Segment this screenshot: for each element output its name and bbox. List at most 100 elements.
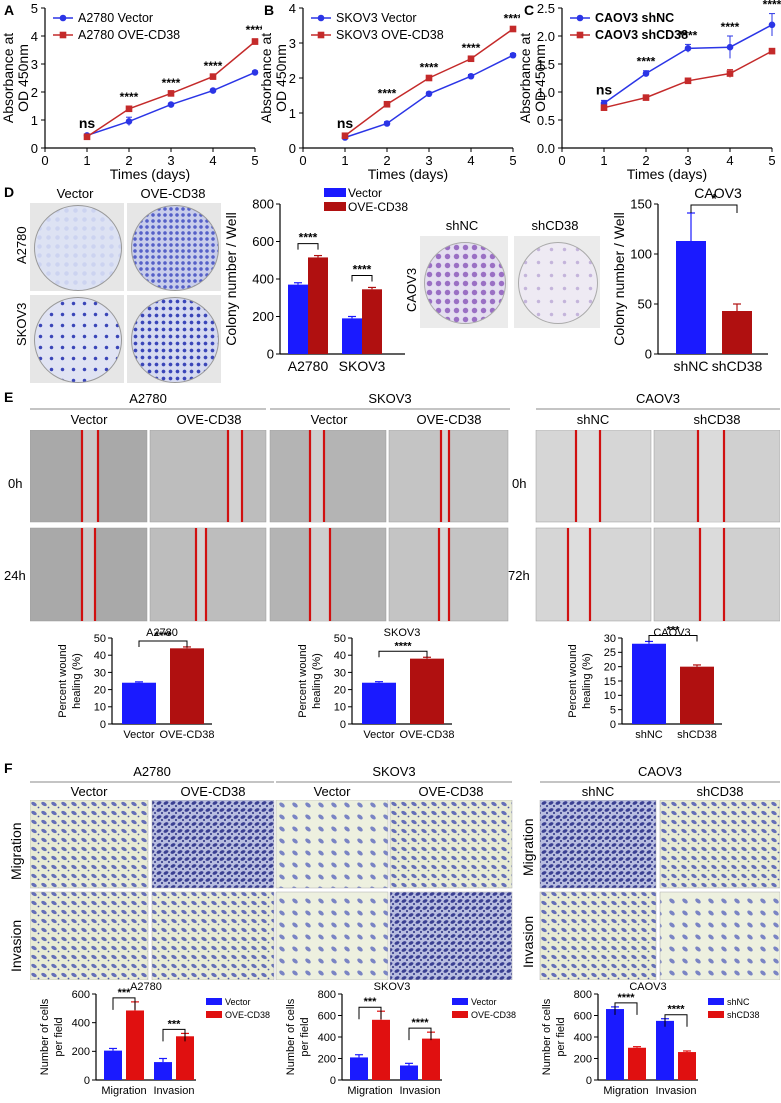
chart-b-xtick-label: 1 [341,153,348,168]
chart-b-ylabel-1: Absorbance at [258,33,274,123]
chart-c-xtick-label: 5 [768,153,775,168]
transwell-image-tile [659,891,780,980]
wound-chart-3-ylabel-1: Percent wound [567,644,579,717]
wound-chart-3-sig-bracket [648,634,698,642]
chart-b-ylabel-2: OD 450nm [273,44,289,112]
transwell-chart-3-bar [678,1052,696,1080]
transwell-chart-2-legend-swatch [452,998,468,1005]
chart-b-sig-label: ns [337,115,354,131]
colony-chart-2-ytick-label: 0 [645,347,652,362]
transwell-chart-2-ytick-label: 400 [318,1032,336,1044]
chart-c-ytick-label: 2.0 [537,29,555,44]
colony-image-a2780-ove [127,203,221,291]
chart-b-point [425,90,433,98]
wound-chart-3-ylabel-2: healing (%) [581,653,593,709]
transwell-chart-1-sig-bracket [162,1028,186,1042]
chart-b-legend-label: SKOV3 OVE-CD38 [336,28,444,42]
wound-row-0h-left: 0h [8,476,23,491]
wound-chart-3-sig-label: *** [667,626,681,636]
chart-b-xtick-label: 4 [467,153,474,168]
transwell-chart-1-ytick-label: 600 [72,989,90,1001]
transwell-chart-1-bar [104,1050,122,1080]
transwell-chart-1-ytick-label: 400 [72,1018,90,1030]
wound-chart-2-ytick-label: 20 [334,684,346,696]
transwell-group-divider [30,781,780,783]
wound-bar-chart-skov3: 0 10 20 30 40 50 SKOV3 Percent wound healing (%)… [297,627,455,741]
transwell-chart-2-bar [400,1065,418,1080]
transwell-chart-3-xtick-label: Migration [603,1085,648,1097]
transwell-chart-3-ylabel-2: per field [555,1017,567,1056]
chart-c-sig-label: ns [596,81,613,97]
transwell-group-skov3: SKOV3 [372,764,416,779]
transwell-chart-2-bar [372,1019,390,1080]
chart-c-xtick-label: 0 [558,153,565,168]
transwell-chart-2-bar [350,1057,368,1080]
transwell-chart-3-xtick-label: Invasion [656,1085,697,1097]
wound-chart-3-ytick-label: 25 [604,647,616,659]
wound-chart-2-bar [410,658,444,724]
wound-gap [82,430,98,522]
wound-gap [196,528,206,621]
chart-a-sig-label: ns [79,115,96,131]
transwell-chart-1-ylabel-2: per field [53,1017,65,1056]
colony-chart-1-bar [362,289,382,354]
colony-chart-1-ytick-label: 800 [252,197,274,212]
wound-chart-3-ytick-label: 10 [604,690,616,702]
wound-chart-1-ylabel-2: healing (%) [71,653,83,709]
wound-chart-1-sig-label: **** [154,630,172,642]
chart-b-point [467,55,475,63]
chart-c-point [642,94,650,101]
transwell-chart-3-bar [628,1047,646,1080]
transwell-chart-3-ytick-label: 400 [574,1032,592,1044]
colony-chart-1-ytick-label: 600 [252,234,274,249]
chart-a-xtick-label: 0 [41,153,48,168]
wound-chart-1-xtick-label: OVE-CD38 [159,729,214,741]
wound-bar-chart-caov3: 0 5 10 15 20 25 30 CAOV3 Percent wound healing (%… [567,626,722,741]
wound-gap [441,430,449,522]
colony-chart-1-ylabel: Colony number / Well [223,212,239,346]
wound-gap [698,430,724,522]
wound-group-caov3: CAOV3 [635,391,681,406]
transwell-chart-3-sig-label: **** [667,1004,685,1016]
line-chart-c: 0.0 0.5 1.0 1.5 2.0 2.5 0 1 2 3 4 5 Times (days) Abso… [517,0,781,182]
wound-group-a2780: A2780 [129,391,167,406]
chart-a-point [167,90,175,97]
chart-c-xtick-label: 2 [642,153,649,168]
panel-label-b: B [264,2,275,18]
colony-chart-1-legend-label: OVE-CD38 [348,200,408,214]
wound-gap [439,528,449,621]
transwell-image-tile [389,891,513,980]
transwell-col-ove-2: OVE-CD38 [418,784,484,799]
wound-col-shnc: shNC [576,412,610,427]
transwell-group-a2780: A2780 [133,764,171,779]
chart-c-point [684,77,692,85]
wound-chart-2-bar [362,682,396,724]
wound-chart-2-xtick-label: Vector [363,729,395,741]
panel-label-c: C [524,2,535,18]
wound-bar-chart-a2780: 0 10 20 30 40 50 A2780 Percent wound healing (%)… [57,627,215,741]
chart-a-legend-marker [59,14,67,22]
chart-a-sig-label: **** [204,59,223,73]
transwell-chart-3-bar [656,1020,674,1080]
transwell-chart-2-ytick-label: 800 [318,989,336,1001]
chart-b-point [383,120,391,127]
colony-image-skov3-ove [127,295,221,383]
wound-chart-3-bar [632,643,666,724]
transwell-group-caov3: CAOV3 [637,764,683,779]
chart-c-sig-label: **** [721,20,740,34]
wound-chart-1-ytick-label: 20 [94,684,106,696]
wound-chart-1-ytick-label: 40 [94,650,106,662]
wound-image-tile [149,430,267,523]
wound-gap [568,528,590,621]
colony-bar-chart-1: 0 200 400 600 800 Colony number / Well A2780 **… [223,186,408,374]
chart-c-ytick-label: 0.5 [537,113,555,128]
chart-c-xtick-label: 1 [600,153,607,168]
wound-chart-3-ytick-label: 5 [610,705,616,717]
chart-b-sig-label: **** [462,41,481,55]
colony-chart-2-title: CAOV3 [694,186,742,201]
chart-c-legend-label: CAOV3 shCD38 [595,28,688,42]
wound-gap [310,430,324,522]
transwell-chart-2-ylabel-1: Number of cells [285,998,297,1075]
transwell-row-migration-left: Migration [8,822,24,880]
chart-b-point [383,100,391,108]
